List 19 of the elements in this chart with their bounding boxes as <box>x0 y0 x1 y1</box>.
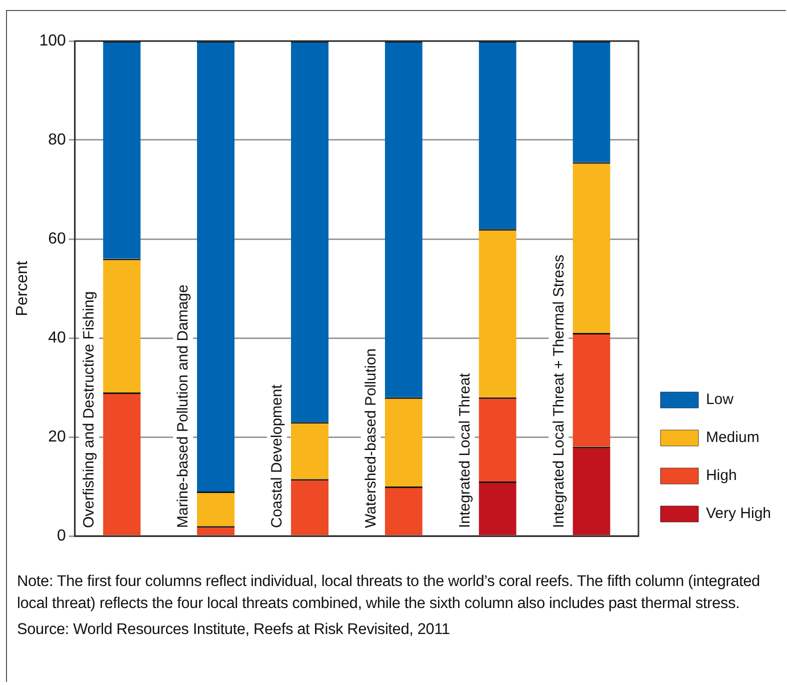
y-axis-title: Percent <box>14 260 32 316</box>
x-tick-label: Overfishing and Destructive Fishing <box>80 291 98 528</box>
y-tick-label: 60 <box>48 230 66 248</box>
x-tick-label: Watershed-based Pollution <box>362 348 380 528</box>
legend-label: Low <box>706 391 734 408</box>
legend-label: High <box>706 467 737 484</box>
source-note: Source: World Resources Institute, Reefs at Risk Revisited, 2011 <box>17 620 451 640</box>
y-tick-label: 80 <box>48 131 66 148</box>
x-tick-label: Coastal Development <box>268 384 286 528</box>
legend-label: Medium <box>706 429 760 446</box>
y-tick-label: 100 <box>39 32 66 50</box>
y-tick-label: 0 <box>56 527 66 544</box>
x-tick-label: Marine-based Pollution and Damage <box>174 284 192 528</box>
x-tick-label: Integrated Local Threat + Thermal Stress <box>550 254 568 528</box>
y-tick-label: 20 <box>48 428 66 446</box>
y-tick-label: 40 <box>48 329 66 346</box>
x-tick-label: Integrated Local Threat <box>456 372 474 528</box>
legend-label: Very High <box>706 505 772 522</box>
text: Note: The first four columns reflect individual, local threats to the world’s coral reefs. The fifth column (integrated local threat) reflects the four local threats combined, while the sixth column also includes past thermal stress. <box>17 572 761 614</box>
